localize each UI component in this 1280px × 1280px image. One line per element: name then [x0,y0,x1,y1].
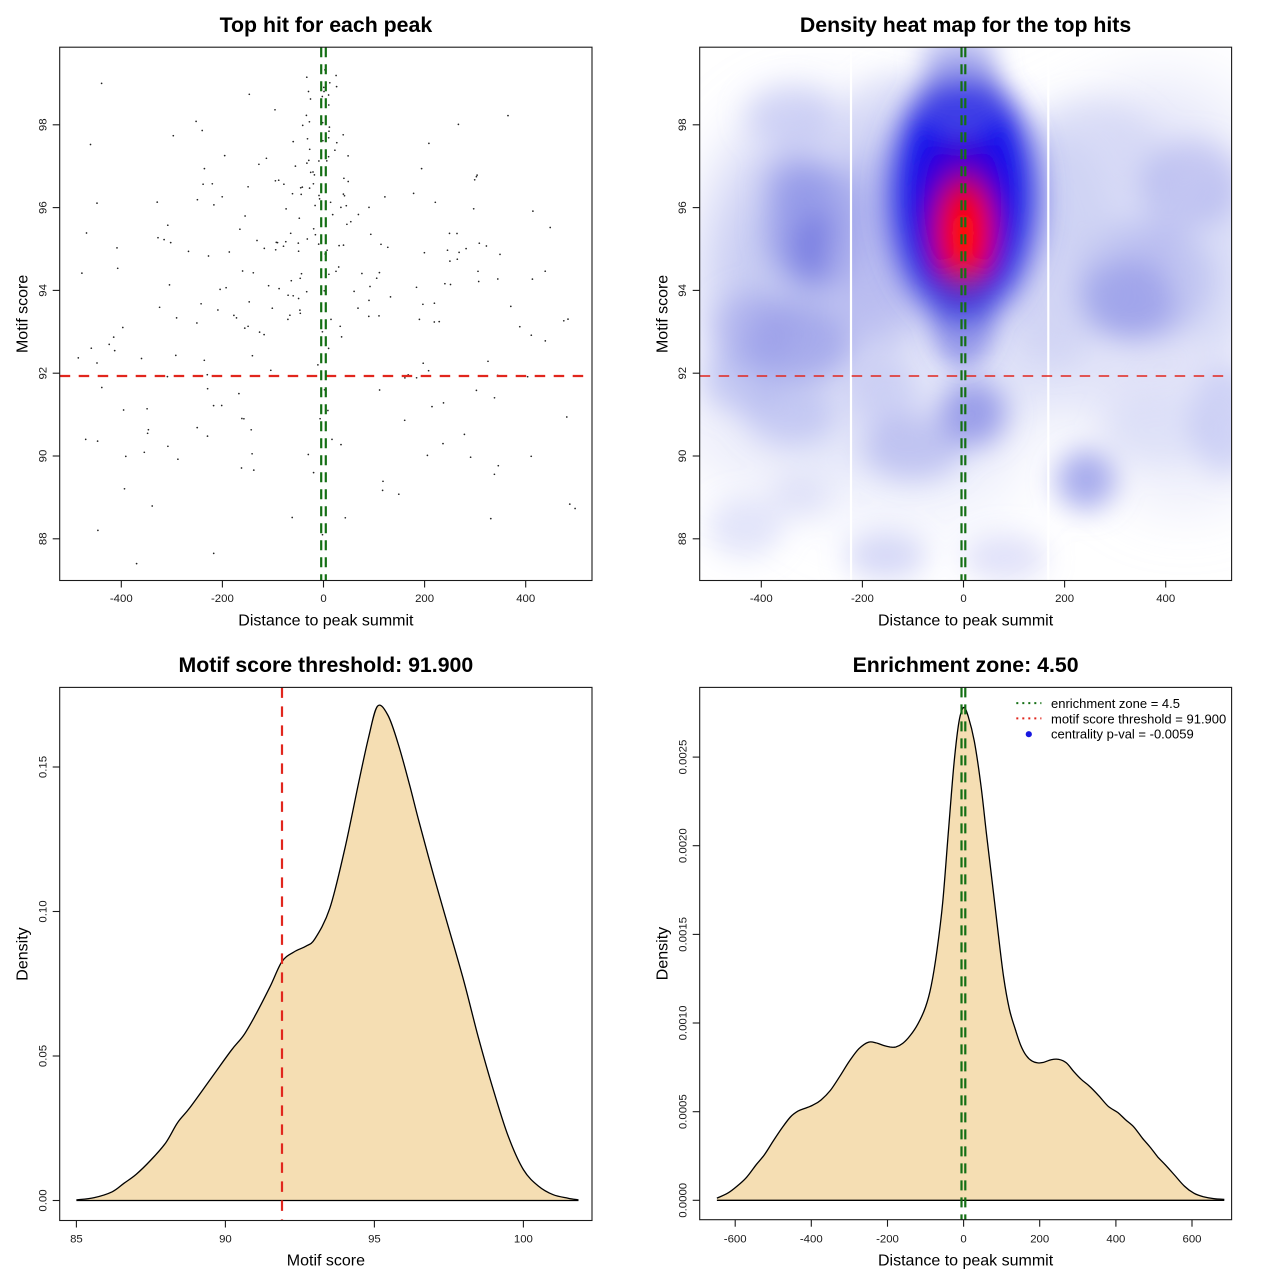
svg-text:-400: -400 [800,1233,823,1245]
svg-text:centrality p-val = -0.0059: centrality p-val = -0.0059 [1051,727,1194,742]
svg-text:Density heat map for the top h: Density heat map for the top hits [800,13,1131,37]
svg-text:0: 0 [320,593,326,605]
svg-text:0.0015: 0.0015 [678,917,690,952]
svg-text:90: 90 [219,1233,232,1245]
svg-text:motif score threshold = 91.900: motif score threshold = 91.900 [1051,711,1226,726]
svg-text:92: 92 [38,367,50,380]
svg-text:90: 90 [38,450,50,463]
svg-text:600: 600 [1182,1233,1201,1245]
svg-text:400: 400 [1106,1233,1125,1245]
svg-text:0.0005: 0.0005 [678,1094,690,1129]
svg-text:0.10: 0.10 [38,900,50,922]
svg-text:0.00: 0.00 [38,1189,50,1211]
svg-text:100: 100 [514,1233,533,1245]
svg-text:94: 94 [677,284,689,297]
svg-text:200: 200 [415,593,434,605]
svg-text:Motif score threshold: 91.900: Motif score threshold: 91.900 [179,653,474,677]
svg-text:400: 400 [516,593,535,605]
svg-text:Enrichment zone: 4.50: Enrichment zone: 4.50 [853,653,1079,677]
svg-text:200: 200 [1055,593,1074,605]
svg-text:Distance to peak summit: Distance to peak summit [878,613,1054,630]
svg-text:Distance to peak summit: Distance to peak summit [878,1253,1054,1270]
svg-text:0: 0 [960,593,966,605]
svg-text:-200: -200 [876,1233,899,1245]
svg-text:enrichment zone = 4.5: enrichment zone = 4.5 [1051,696,1180,711]
svg-text:Motif score: Motif score [15,275,32,353]
svg-text:-200: -200 [851,593,874,605]
svg-text:92: 92 [677,367,689,380]
svg-text:88: 88 [38,532,50,545]
svg-text:Top hit for each peak: Top hit for each peak [220,13,433,37]
svg-text:0.0000: 0.0000 [678,1183,690,1218]
svg-text:90: 90 [677,450,689,463]
svg-text:Distance to peak summit: Distance to peak summit [238,613,414,630]
svg-text:94: 94 [38,284,50,297]
svg-text:0: 0 [960,1233,966,1245]
svg-text:-200: -200 [211,593,234,605]
svg-text:0.0010: 0.0010 [678,1006,690,1041]
svg-text:Motif score: Motif score [287,1253,365,1270]
svg-text:Density: Density [15,927,32,980]
svg-text:96: 96 [38,201,50,214]
svg-text:95: 95 [368,1233,381,1245]
svg-text:200: 200 [1030,1233,1049,1245]
svg-text:98: 98 [677,118,689,131]
svg-text:Density: Density [655,927,672,980]
svg-text:0.05: 0.05 [38,1045,50,1067]
svg-text:-400: -400 [750,593,773,605]
svg-text:88: 88 [677,532,689,545]
svg-text:0.0020: 0.0020 [678,828,690,863]
svg-text:96: 96 [677,201,689,214]
svg-text:-600: -600 [724,1233,747,1245]
svg-text:Motif score: Motif score [655,275,672,353]
svg-text:0.0025: 0.0025 [678,740,690,775]
svg-text:400: 400 [1156,593,1175,605]
svg-text:0.15: 0.15 [38,756,50,778]
svg-text:85: 85 [70,1233,83,1245]
svg-text:98: 98 [38,118,50,131]
svg-text:-400: -400 [110,593,133,605]
